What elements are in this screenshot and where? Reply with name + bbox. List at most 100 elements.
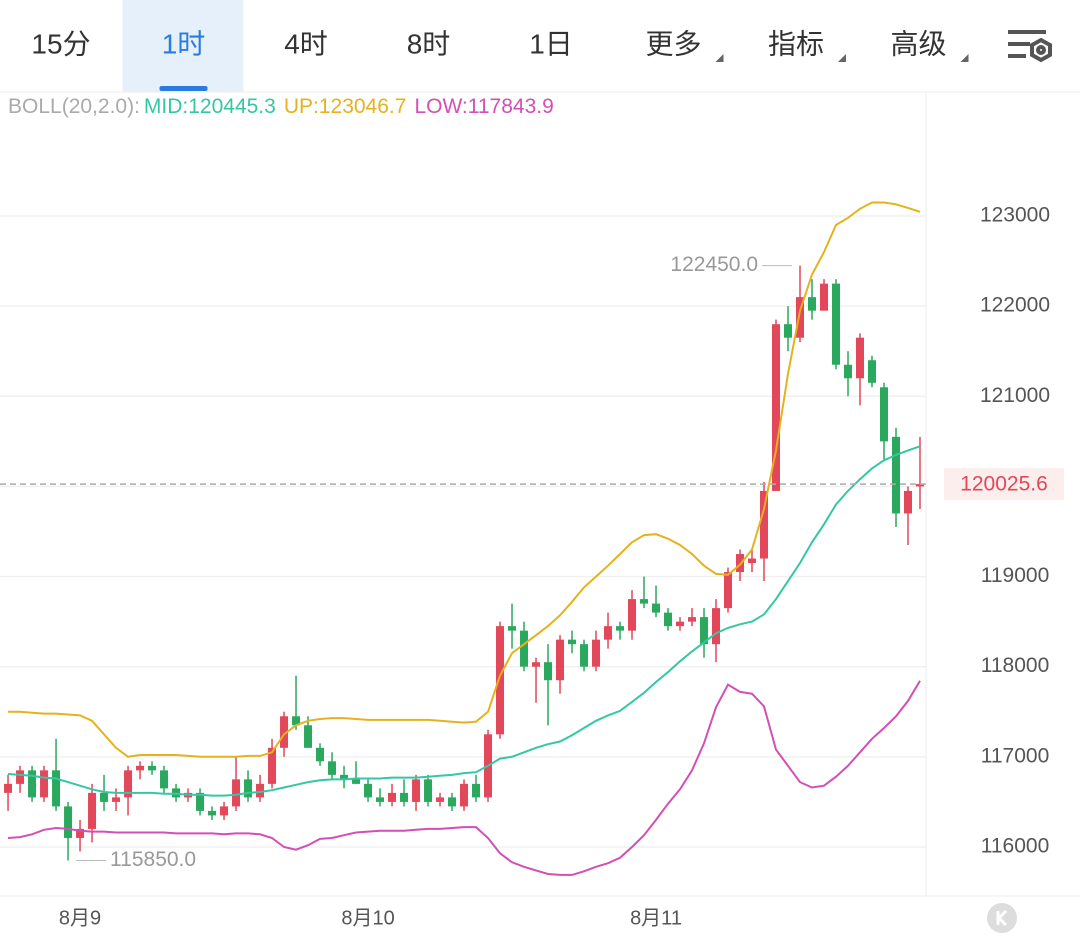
candle-body (220, 806, 229, 816)
candle-body (724, 572, 733, 609)
candle-body (736, 554, 745, 573)
scroll-end-button[interactable] (987, 903, 1017, 933)
candle-body (760, 490, 769, 559)
legend-entry: LOW:117843.9 (414, 95, 553, 118)
legend-entry: UP:123046.7 (284, 95, 407, 118)
tab-active-bg (122, 0, 244, 92)
candle-body (280, 716, 289, 748)
icon-dot (1036, 45, 1046, 55)
candle-body (904, 490, 913, 514)
candle-body (28, 770, 37, 798)
tab[interactable]: 高级 (890, 28, 969, 62)
candle-body (88, 792, 97, 829)
candle-body (604, 626, 613, 640)
settings-icon[interactable] (1008, 30, 1052, 63)
tab-label: 更多 (645, 28, 701, 59)
candle-body (244, 779, 253, 798)
candle-body (268, 747, 277, 784)
candle-body (460, 783, 469, 807)
candle-body (52, 770, 61, 807)
tab-label: 指标 (768, 28, 824, 59)
tab[interactable]: 4时 (284, 28, 328, 59)
dropdown-arrow (838, 54, 846, 62)
dropdown-arrow (960, 54, 969, 62)
band-line (7, 445, 921, 797)
indicator-label: BOLL(20,2.0): (8, 95, 140, 118)
candle-body (712, 608, 721, 645)
x-tick-label: 8月10 (341, 907, 394, 929)
tab-label: 1日 (529, 28, 573, 59)
candle-body (292, 716, 301, 726)
candle-body (16, 770, 25, 784)
candle-body (616, 626, 625, 631)
candle-body (388, 792, 397, 802)
candle-body (376, 797, 385, 802)
min-label: 115850.0 (110, 848, 196, 871)
y-tick-label: 121000 (980, 384, 1050, 407)
tab[interactable]: 15分 (31, 28, 90, 59)
candle-body (532, 662, 541, 667)
candle-body (340, 774, 349, 780)
tab-bar: 15分 1时 4时 8时 1日 更多 指标 高级 (31, 0, 969, 92)
candle-body (412, 779, 421, 802)
candle-body (784, 324, 793, 338)
candle-body (136, 765, 145, 771)
tab-label: 8时 (407, 28, 451, 59)
candle-body (148, 765, 157, 771)
last-price-bg (944, 468, 1064, 501)
candle-body (256, 783, 265, 798)
x-tick-label: 8月9 (59, 907, 101, 929)
candle-body (796, 297, 805, 338)
tab-label: 1时 (162, 28, 206, 59)
candle-body (472, 783, 481, 798)
candle-body (820, 283, 829, 311)
candle-body (772, 324, 781, 491)
tab[interactable]: 8时 (407, 28, 451, 59)
candle-body (160, 770, 169, 789)
icon-hex (1030, 37, 1052, 63)
plot: 1160001170001180001190001200001210001220… (0, 201, 1064, 929)
candle-body (352, 779, 361, 784)
candle-body (688, 617, 697, 622)
candle-body (892, 436, 901, 514)
tab[interactable]: 指标 (768, 28, 846, 62)
candle-body (544, 662, 553, 681)
candle-body (868, 360, 877, 383)
last-price-label: 120025.6 (960, 473, 1048, 496)
tab[interactable]: 1时 (122, 0, 244, 92)
y-tick-label: 119000 (981, 564, 1050, 587)
candle-body (508, 626, 517, 631)
button-icon (996, 909, 1008, 927)
candle-body (316, 747, 325, 762)
indicator-legend: BOLL(20,2.0): MID:120445.3 UP:123046.7 LOW:… (8, 95, 554, 118)
candle-body (556, 639, 565, 681)
legend-entry: MID:120445.3 (144, 95, 276, 118)
candle-body (916, 484, 925, 487)
candle-body (4, 783, 13, 793)
candle-body (232, 779, 241, 807)
candle-body (328, 761, 337, 775)
dropdown-arrow (715, 54, 724, 62)
candle-body (124, 770, 133, 798)
candle-body (100, 792, 109, 802)
band-line (8, 201, 921, 758)
candle-body (112, 797, 121, 802)
candle-body (568, 639, 577, 645)
button-bg (987, 903, 1017, 933)
candle-body (580, 644, 589, 667)
candle-body (64, 806, 73, 838)
band-line (7, 680, 921, 876)
candle-body (664, 612, 673, 627)
candle-body (880, 387, 889, 442)
candle-body (832, 283, 841, 365)
candle-body (808, 297, 817, 311)
tab[interactable]: 更多 (645, 28, 724, 62)
candle-body (652, 603, 661, 613)
candle-body (592, 639, 601, 667)
tab-label: 4时 (284, 28, 328, 59)
x-tick-label: 8月11 (630, 907, 682, 929)
tab-label: 高级 (890, 28, 946, 59)
tab[interactable]: 1日 (529, 28, 573, 59)
tab-indicator (159, 86, 208, 91)
